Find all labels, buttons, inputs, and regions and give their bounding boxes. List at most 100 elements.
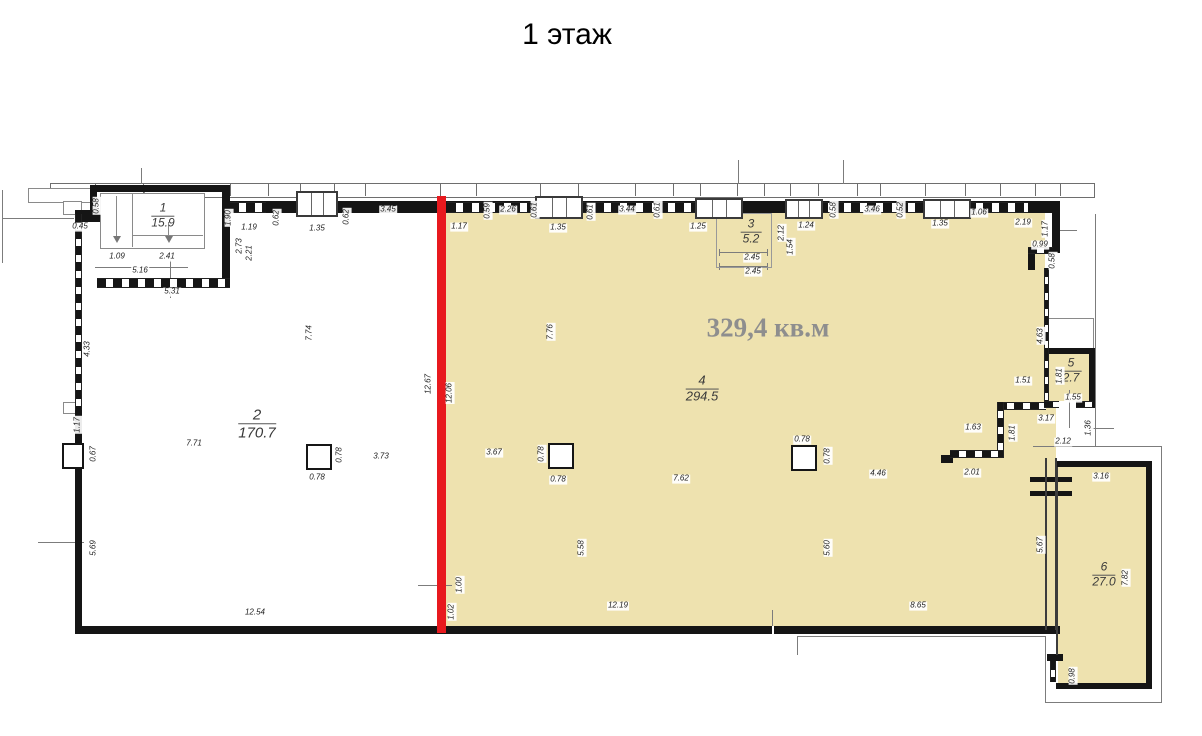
facade-band-tick bbox=[365, 183, 366, 196]
dim-tick bbox=[767, 263, 768, 270]
dim-label: 0.52 bbox=[895, 201, 906, 219]
dim-label: 0.45 bbox=[71, 221, 89, 232]
stairs-divider bbox=[132, 193, 133, 247]
dim-label: 2.45 bbox=[744, 266, 762, 277]
dim-tick bbox=[767, 249, 768, 256]
dashed-wall-room6-step bbox=[1050, 661, 1056, 682]
stairs-arrow-shaft bbox=[168, 222, 169, 236]
dim-line bbox=[719, 252, 767, 253]
facade-band-tick bbox=[1000, 183, 1001, 196]
dashed-wall-room5-bottom bbox=[1044, 401, 1059, 408]
dim-label: 12.54 bbox=[243, 607, 267, 618]
facade-band-tick bbox=[540, 183, 541, 196]
dim-label: 3.67 bbox=[485, 447, 503, 458]
dim-label: 1.17 bbox=[72, 416, 83, 434]
dashed-wall-step bbox=[998, 402, 1046, 410]
dim-label: 0.78 bbox=[536, 445, 547, 463]
axis-tick bbox=[843, 160, 844, 184]
floor-fill-main bbox=[446, 213, 1045, 630]
floor-fill-corridor bbox=[1045, 403, 1056, 630]
wall-room5-top bbox=[1045, 348, 1095, 354]
dim-label: 5.16 bbox=[131, 265, 149, 276]
door-jamb bbox=[1030, 491, 1072, 496]
leader-line bbox=[1069, 390, 1070, 428]
dim-label: 0.78 bbox=[549, 474, 567, 485]
wall-room6-top bbox=[1057, 461, 1149, 467]
wall-corridor-left bbox=[1045, 458, 1047, 630]
dashed-wall-step bbox=[950, 450, 1003, 458]
dim-tick bbox=[719, 263, 720, 270]
wall-bottom bbox=[75, 626, 1060, 634]
dim-label: 1.90 bbox=[223, 209, 234, 227]
dashed-wall bbox=[967, 202, 1028, 213]
axis-tick bbox=[738, 160, 739, 184]
room-label-4: 4 294.5 bbox=[685, 372, 719, 404]
dim-label: 3.17 bbox=[1037, 413, 1055, 424]
dim-label: 1.35 bbox=[308, 223, 326, 234]
dim-label: 0.59 bbox=[482, 202, 493, 220]
facade-band-tick bbox=[578, 183, 579, 196]
facade-band-tick bbox=[476, 183, 477, 196]
facade-band-tick bbox=[880, 183, 881, 196]
facade-band-tick bbox=[440, 183, 441, 196]
dim-label: 1.24 bbox=[797, 220, 815, 231]
dim-label: 1.25 bbox=[689, 221, 707, 232]
dim-label: 2.19 bbox=[1014, 217, 1032, 228]
leader-line bbox=[1053, 230, 1077, 231]
dim-label: 0.61 bbox=[529, 201, 540, 219]
page-title: 1 этаж bbox=[522, 18, 612, 51]
exterior-line bbox=[1045, 636, 1046, 702]
dim-label: 0.58 bbox=[1047, 252, 1058, 270]
window bbox=[695, 198, 743, 219]
dim-label: 7.74 bbox=[304, 324, 315, 342]
exterior-line bbox=[1161, 446, 1162, 703]
dim-label: 0.98 bbox=[1067, 667, 1078, 685]
axis-tick bbox=[772, 626, 774, 635]
dim-label: 1.81 bbox=[1007, 424, 1018, 442]
facade-band-tick bbox=[737, 183, 738, 196]
dim-label: 2.26 bbox=[499, 204, 517, 215]
dim-label: 0.58 bbox=[828, 201, 839, 219]
facade-band-tick bbox=[764, 183, 765, 196]
wall-topright-step1 bbox=[1052, 213, 1060, 253]
wall-room5-right bbox=[1089, 348, 1095, 408]
door-jamb bbox=[1030, 477, 1072, 482]
dim-label: 5.31 bbox=[163, 286, 181, 297]
column bbox=[548, 443, 574, 469]
stairs-arrow-head bbox=[165, 236, 173, 243]
dim-label: 1.35 bbox=[931, 218, 949, 229]
facade-band-tick bbox=[790, 183, 791, 196]
leader-line bbox=[418, 585, 452, 586]
facade-band-tick bbox=[334, 183, 335, 196]
dim-label: 1.35 bbox=[549, 222, 567, 233]
window bbox=[296, 191, 338, 217]
dashed-wall bbox=[230, 202, 266, 213]
dim-label: 0.78 bbox=[822, 447, 833, 465]
room-label-6: 6 27.0 bbox=[1092, 559, 1116, 589]
dim-label: 0.78 bbox=[334, 446, 345, 464]
dim-line bbox=[719, 266, 767, 267]
dim-label: 1.36 bbox=[1083, 419, 1094, 437]
facade-band-tick bbox=[965, 183, 966, 196]
dim-label: 7.82 bbox=[1120, 569, 1131, 587]
dim-label: 3.44 bbox=[618, 204, 636, 215]
stairs-arrow-shaft bbox=[116, 196, 117, 236]
room-label-2: 2 170.7 bbox=[238, 406, 276, 442]
dim-label: 12.19 bbox=[606, 600, 630, 611]
room-label-5: 5 2.7 bbox=[1060, 355, 1082, 385]
dim-label: 3.16 bbox=[1092, 471, 1110, 482]
dim-label: 12.67 bbox=[423, 372, 434, 396]
dim-label: 0.99 bbox=[1031, 239, 1049, 250]
facade-band-tick bbox=[818, 183, 819, 196]
dim-label: 1.54 bbox=[785, 238, 796, 256]
dim-label: 7.71 bbox=[185, 438, 203, 449]
dim-label: 4.46 bbox=[869, 468, 887, 479]
wall-topright-step2 bbox=[1028, 252, 1035, 270]
dim-label: 1.63 bbox=[964, 422, 982, 433]
dim-tick bbox=[719, 249, 720, 256]
dim-label: 0.58 bbox=[91, 197, 102, 215]
room-label-3: 3 5.2 bbox=[740, 216, 762, 246]
leader-line bbox=[1090, 428, 1114, 429]
dim-label: 0.67 bbox=[88, 445, 99, 463]
dim-label: 5.67 bbox=[1035, 536, 1046, 554]
